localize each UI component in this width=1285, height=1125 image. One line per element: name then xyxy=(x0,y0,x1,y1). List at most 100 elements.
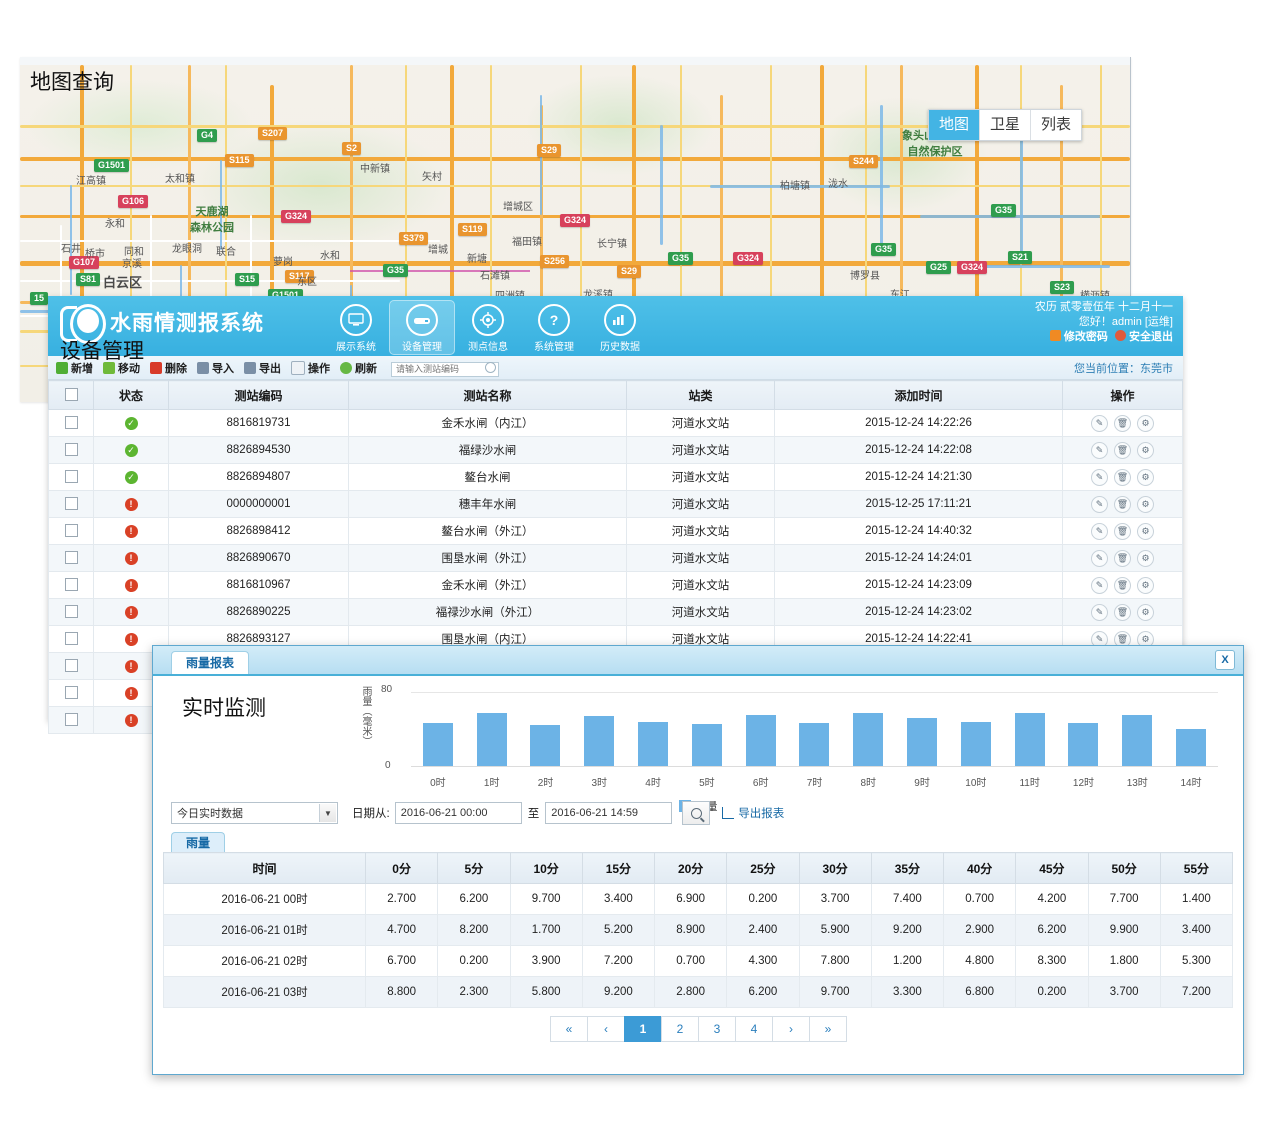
pagination-first[interactable]: « xyxy=(550,1016,588,1042)
date-to-input[interactable]: 2016-06-21 14:59 xyxy=(545,802,673,824)
row-checkbox[interactable] xyxy=(64,415,78,429)
delete-icon[interactable]: 🗑 xyxy=(1114,603,1131,621)
chart-bar[interactable] xyxy=(799,723,830,766)
pagination[interactable]: «‹ 1 2 3 4 ›» xyxy=(153,1016,1243,1042)
delete-icon[interactable]: 🗑 xyxy=(1114,576,1131,594)
row-checkbox[interactable] xyxy=(64,712,78,726)
chart-bar[interactable] xyxy=(853,713,884,766)
table-row[interactable]: ✓ 8826894530 福绿沙水闸 河道水文站 2015-12-24 14:22:08… xyxy=(48,436,1183,464)
device-toolbar[interactable]: 新增 移动 删除 导入 导出 操作 刷新 您当前位置：东莞市 xyxy=(48,356,1183,380)
pagination-page-2[interactable]: 2 xyxy=(661,1016,699,1042)
toolbar-operate-button[interactable]: 操作 xyxy=(291,360,330,376)
pagination-page-4[interactable]: 4 xyxy=(735,1016,773,1042)
delete-icon[interactable]: 🗑 xyxy=(1114,522,1131,540)
edit-icon[interactable]: ✎ xyxy=(1091,441,1108,459)
delete-icon[interactable]: 🗑 xyxy=(1114,414,1131,432)
date-from-input[interactable]: 2016-06-21 00:00 xyxy=(394,802,522,824)
data-range-select[interactable]: 今日实时数据 ▼ xyxy=(171,802,338,824)
table-row[interactable]: ! 8816810967 金禾水闸（外江） 河道水文站 2015-12-24 14:23… xyxy=(48,571,1183,599)
edit-icon[interactable]: ✎ xyxy=(1091,603,1108,621)
edit-icon[interactable]: ✎ xyxy=(1091,630,1108,648)
toolbar-add-button[interactable]: 新增 xyxy=(56,360,93,376)
chart-bar[interactable] xyxy=(584,716,615,766)
map-type-map[interactable]: 地图 xyxy=(929,110,980,140)
chart-bar[interactable] xyxy=(638,722,669,766)
edit-icon[interactable]: ✎ xyxy=(1091,468,1108,486)
edit-icon[interactable]: ✎ xyxy=(1091,495,1108,513)
map-type-list[interactable]: 列表 xyxy=(1031,110,1081,140)
settings-icon[interactable]: ⚙ xyxy=(1137,603,1154,621)
row-checkbox[interactable] xyxy=(64,442,78,456)
edit-icon[interactable]: ✎ xyxy=(1091,576,1108,594)
change-password-link[interactable]: 修改密码 xyxy=(1049,330,1108,343)
delete-icon[interactable]: 🗑 xyxy=(1114,441,1131,459)
row-checkbox[interactable] xyxy=(64,550,78,564)
modal-tab-rainfall-report[interactable]: 雨量报表 xyxy=(171,651,250,674)
delete-icon[interactable]: 🗑 xyxy=(1114,549,1131,567)
chart-bar[interactable] xyxy=(1122,715,1153,766)
settings-icon[interactable]: ⚙ xyxy=(1137,522,1154,540)
nav-item-history-data[interactable]: 历史数据 xyxy=(587,300,653,355)
nav-item-display[interactable]: 展示系统 xyxy=(323,300,389,355)
row-checkbox[interactable] xyxy=(64,577,78,591)
chart-bar[interactable] xyxy=(691,724,722,766)
row-checkbox[interactable] xyxy=(64,469,78,483)
station-code-search-input[interactable] xyxy=(391,361,499,377)
edit-icon[interactable]: ✎ xyxy=(1091,414,1108,432)
map-type-control[interactable]: 地图 卫星 列表 xyxy=(928,109,1082,141)
settings-icon[interactable]: ⚙ xyxy=(1137,468,1154,486)
export-report-link[interactable]: 导出报表 xyxy=(722,805,784,821)
settings-icon[interactable]: ⚙ xyxy=(1137,414,1154,432)
table-row[interactable]: ✓ 8816819731 金禾水闸（内江） 河道水文站 2015-12-24 14:22… xyxy=(48,409,1183,437)
chart-bar[interactable] xyxy=(1176,729,1207,766)
toolbar-export-button[interactable]: 导出 xyxy=(244,360,281,376)
table-row[interactable]: ! 8826890225 福禄沙水闸（外江） 河道水文站 2015-12-24 14:2… xyxy=(48,598,1183,626)
pagination-last[interactable]: » xyxy=(809,1016,847,1042)
chart-bar[interactable] xyxy=(907,718,938,766)
modal-subtab-rainfall[interactable]: 雨量 xyxy=(171,832,226,853)
logout-link[interactable]: 安全退出 xyxy=(1114,330,1173,343)
settings-icon[interactable]: ⚙ xyxy=(1137,441,1154,459)
settings-icon[interactable]: ⚙ xyxy=(1137,495,1154,513)
settings-icon[interactable]: ⚙ xyxy=(1137,576,1154,594)
delete-icon[interactable]: 🗑 xyxy=(1114,495,1131,513)
chart-bar[interactable] xyxy=(530,725,561,766)
chart-bar[interactable] xyxy=(1068,723,1099,766)
nav-item-system-management[interactable]: ? 系统管理 xyxy=(521,300,587,355)
toolbar-import-button[interactable]: 导入 xyxy=(197,360,234,376)
chart-bar[interactable] xyxy=(422,723,453,766)
pagination-page-3[interactable]: 3 xyxy=(698,1016,736,1042)
chart-bar[interactable] xyxy=(1014,713,1045,766)
row-checkbox[interactable] xyxy=(64,685,78,699)
select-all-checkbox[interactable] xyxy=(64,387,78,401)
main-nav[interactable]: 展示系统 设备管理 xyxy=(323,300,653,355)
row-checkbox[interactable] xyxy=(64,658,78,672)
report-filters[interactable]: 今日实时数据 ▼ 日期从: 2016-06-21 00:00 至 2016-06… xyxy=(171,801,784,825)
pagination-next[interactable]: › xyxy=(772,1016,810,1042)
table-row[interactable]: ! 0000000001 穗丰年水闸 河道水文站 2015-12-25 17:11:21… xyxy=(48,490,1183,518)
table-row[interactable]: ! 8826890670 围垦水闸（外江） 河道水文站 2015-12-24 14:24… xyxy=(48,544,1183,572)
edit-icon[interactable]: ✎ xyxy=(1091,549,1108,567)
edit-icon[interactable]: ✎ xyxy=(1091,522,1108,540)
row-checkbox[interactable] xyxy=(64,523,78,537)
row-checkbox[interactable] xyxy=(64,631,78,645)
row-checkbox[interactable] xyxy=(64,604,78,618)
table-row[interactable]: ! 8826898412 鳌台水闸（外江） 河道水文站 2015-12-24 14:40… xyxy=(48,517,1183,545)
map-type-satellite[interactable]: 卫星 xyxy=(980,110,1031,140)
nav-item-device-management[interactable]: 设备管理 xyxy=(389,300,455,355)
toolbar-delete-button[interactable]: 删除 xyxy=(150,360,187,376)
table-row[interactable]: ✓ 8826894807 鳌台水闸 河道水文站 2015-12-24 14:21:30 ✎… xyxy=(48,463,1183,491)
pagination-page-1[interactable]: 1 xyxy=(624,1016,662,1042)
row-checkbox[interactable] xyxy=(64,496,78,510)
delete-icon[interactable]: 🗑 xyxy=(1114,468,1131,486)
pagination-prev[interactable]: ‹ xyxy=(587,1016,625,1042)
toolbar-move-button[interactable]: 移动 xyxy=(103,360,140,376)
nav-item-station-info[interactable]: 测点信息 xyxy=(455,300,521,355)
delete-icon[interactable]: 🗑 xyxy=(1114,630,1131,648)
chart-bar[interactable] xyxy=(960,722,991,766)
settings-icon[interactable]: ⚙ xyxy=(1137,549,1154,567)
chart-bar[interactable] xyxy=(745,715,776,766)
report-search-button[interactable] xyxy=(682,801,711,825)
toolbar-refresh-button[interactable]: 刷新 xyxy=(340,360,377,376)
chart-bar[interactable] xyxy=(476,713,507,766)
